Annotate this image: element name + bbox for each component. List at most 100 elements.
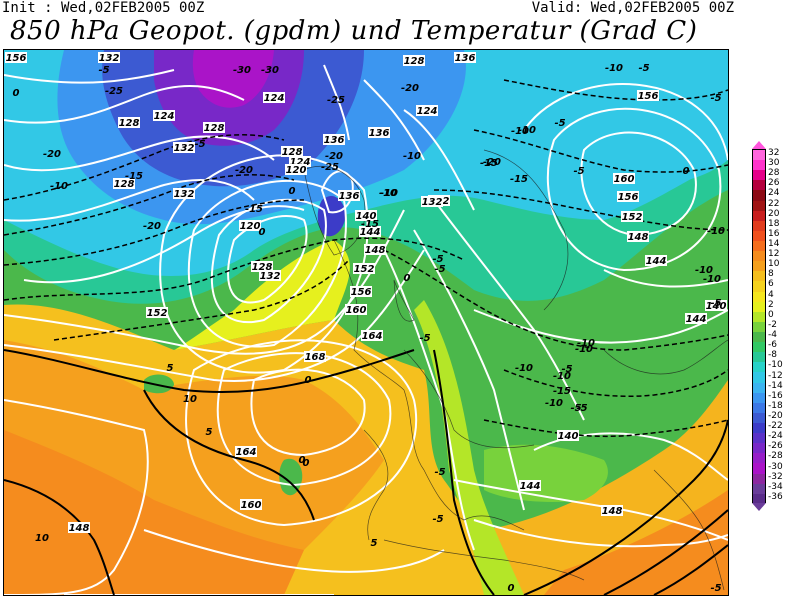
legend-swatch <box>753 311 765 322</box>
geopotential-label-bg <box>281 146 303 157</box>
geopotential-label: 128 <box>403 55 425 67</box>
temperature-label: -5 <box>432 254 443 265</box>
geopot-line <box>323 64 350 141</box>
geopotential-label: 164 <box>361 330 383 342</box>
temperature-contours-positive <box>4 349 728 595</box>
temperature-label: -10 <box>553 371 571 382</box>
coastline <box>603 339 728 375</box>
temperature-label-text: 0 <box>13 88 20 99</box>
legend-label: -32 <box>768 471 783 482</box>
temperature-label: -20 <box>401 83 419 94</box>
temperature-label: -15 <box>245 204 263 215</box>
temperature-label-text: -10 <box>605 63 623 74</box>
geopotential-label-text: 124 <box>290 157 311 168</box>
geopotential-label-text: 164 <box>236 447 257 458</box>
geopotential-label-text: 160 <box>241 500 262 511</box>
coastlines <box>303 149 728 591</box>
geopot-high-ring <box>250 368 366 457</box>
temperature-label: -20 <box>43 149 61 160</box>
temperature-label: 0 <box>508 583 515 594</box>
geopot-line <box>4 179 255 222</box>
geopotential-label-text: 140 <box>356 211 377 222</box>
geopot-line <box>4 249 425 382</box>
temperature-label: -15 <box>480 158 498 169</box>
legend-label: 12 <box>768 249 780 260</box>
temperature-label-text: -20 <box>401 83 419 94</box>
geopotential-label: 156 <box>617 191 639 203</box>
geopotential-label: 152 <box>146 307 168 319</box>
geopotential-label: 156 <box>350 286 372 298</box>
geopotential-label-bg <box>617 191 639 202</box>
temperature-label: 0 <box>13 88 20 99</box>
geopotential-label-text: 144 <box>646 256 667 267</box>
temperature-label: -5 <box>573 166 584 177</box>
legend-swatch <box>753 200 765 211</box>
geopotential-label: 156 <box>637 90 659 102</box>
temperature-label: 0 <box>683 166 690 177</box>
geopotential-label: 124 <box>263 92 285 104</box>
temperature-label-text: -10 <box>379 188 397 199</box>
legend-swatch <box>753 493 765 504</box>
geopotential-label-text: 156 <box>351 287 372 298</box>
coastline <box>363 429 389 541</box>
temp-line-ten-se <box>653 544 728 595</box>
temperature-label: 5 <box>167 363 174 374</box>
geopotential-label-text: 152 <box>147 308 168 319</box>
temperature-label-text: -25 <box>327 95 345 106</box>
temperature-label: 0 <box>303 458 310 469</box>
temp-line <box>383 249 728 351</box>
temperature-label-text: -5 <box>576 403 587 414</box>
geopotential-label-bg <box>259 270 281 281</box>
temperature-label: -5 <box>561 364 572 375</box>
geopotential-label: 124 <box>289 156 311 168</box>
geopotential-label-bg <box>627 231 649 242</box>
geopotential-label-text: 168 <box>305 352 326 363</box>
geopotential-label: 160 <box>240 499 262 511</box>
geopot-high-ring-ne <box>580 131 697 237</box>
geopot-line <box>363 79 425 161</box>
legend-label: 18 <box>768 218 780 229</box>
temperature-label: -10 <box>518 125 536 136</box>
legend-label: -22 <box>768 421 783 432</box>
temperature-label-text: -10 <box>577 338 595 349</box>
temperature-label-text: -10 <box>575 344 593 355</box>
geopotential-label-text: 140 <box>706 301 727 312</box>
geopotential-label: 128 <box>281 146 303 158</box>
coastline <box>423 469 525 531</box>
geopotential-label-bg <box>251 261 273 272</box>
geopotential-label: 132 <box>259 270 281 282</box>
temperature-label-text: -15 <box>361 219 379 230</box>
legend-swatch <box>753 473 765 484</box>
geopotential-label: 168 <box>304 351 326 363</box>
legend-label: 6 <box>768 279 774 290</box>
temp-region-zero-east <box>414 300 524 595</box>
geopotential-label: 160 <box>613 173 635 185</box>
geopotential-label: 124 <box>153 110 175 122</box>
legend-swatch <box>753 453 765 464</box>
temperature-label-text: 5 <box>371 538 378 549</box>
geopotential-label-bg <box>289 156 311 167</box>
temperature-label: -5 <box>419 333 430 344</box>
geopot-low-ring <box>227 215 308 304</box>
temperature-label-text: -5 <box>570 403 581 414</box>
geopotential-label-bg <box>421 196 443 207</box>
legend-label: 2 <box>768 299 774 310</box>
temperature-label: 10 <box>183 394 197 405</box>
geopotential-label: 132 <box>173 188 195 200</box>
geopotential-label-text: 164 <box>362 331 383 342</box>
temperature-label-text: -10 <box>545 398 563 409</box>
coastline <box>483 149 569 311</box>
geopotential-label-bg <box>364 244 386 255</box>
legend-swatch <box>753 230 765 241</box>
temperature-label-text: 0 <box>404 273 411 284</box>
geopotential-label-text: 148 <box>365 245 386 256</box>
temperature-label-text: -10 <box>695 265 713 276</box>
geopotential-label-text: 124 <box>264 93 285 104</box>
geopot-line <box>4 135 275 172</box>
geopotential-label-text: 136 <box>324 135 345 146</box>
legend-label: 0 <box>768 309 774 320</box>
contour-labels: 1241281321241281321361281241201201281321… <box>5 52 727 594</box>
legend-arrow-top <box>752 141 766 149</box>
temperature-label-text: -5 <box>432 514 443 525</box>
temperature-label: -5 <box>638 63 649 74</box>
